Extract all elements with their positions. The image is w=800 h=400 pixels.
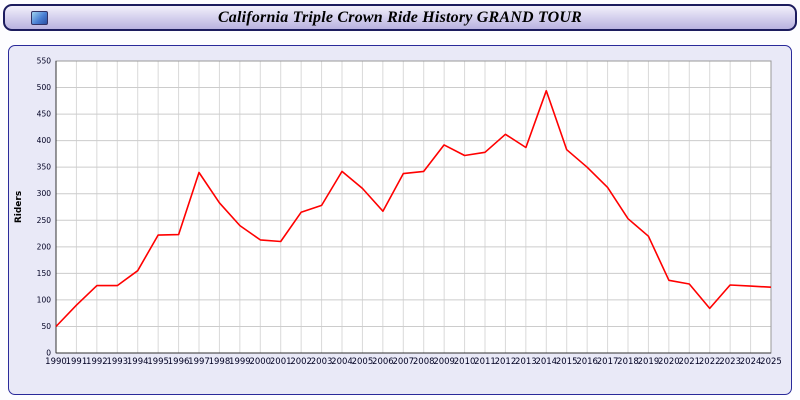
x-tick-label: 2020 [658,357,680,367]
y-tick-label: 0 [46,349,51,358]
y-tick-label: 400 [37,136,52,145]
x-tick-label: 1994 [127,357,149,367]
x-tick-label: 1990 [45,357,67,367]
riders-line-chart: 0501001502002503003504004505005501990199… [14,57,782,368]
y-tick-label: 450 [37,110,52,119]
y-tick-label: 550 [37,57,52,66]
x-tick-label: 1999 [229,357,251,367]
y-tick-label: 500 [37,83,52,92]
x-tick-label: 2007 [392,357,414,367]
x-tick-label: 2010 [454,357,476,367]
x-tick-label: 1996 [168,357,190,367]
x-tick-label: 2022 [699,357,721,367]
x-tick-label: 1992 [86,357,108,367]
page-title: California Triple Crown Ride History GRA… [217,8,583,26]
x-tick-label: 2014 [535,357,557,367]
x-tick-label: 2021 [678,357,700,367]
x-tick-label: 2000 [249,357,271,367]
x-tick-label: 2018 [617,357,639,367]
x-tick-label: 2005 [352,357,374,367]
x-tick-label: 2017 [597,357,619,367]
y-axis-label: Riders [14,191,24,223]
logo-icon [31,11,48,25]
title-bar: California Triple Crown Ride History GRA… [3,4,797,31]
y-tick-label: 300 [37,189,52,198]
y-tick-label: 100 [37,295,52,304]
x-tick-label: 2013 [515,357,537,367]
x-tick-label: 2023 [719,357,741,367]
x-tick-label: 2009 [433,357,455,367]
x-tick-label: 2019 [638,357,660,367]
y-tick-label: 50 [41,322,51,331]
x-tick-label: 2015 [556,357,578,367]
x-tick-label: 1993 [106,357,128,367]
riders-series-line [55,89,772,328]
x-tick-label: 1997 [188,357,210,367]
y-tick-label: 200 [37,242,52,251]
x-tick-label: 2006 [372,357,394,367]
y-tick-label: 350 [37,163,52,172]
x-tick-label: 2008 [413,357,435,367]
x-tick-label: 1998 [209,357,231,367]
x-tick-label: 2016 [576,357,598,367]
x-tick-label: 2003 [311,357,333,367]
x-tick-label: 1995 [147,357,169,367]
x-tick-label: 2024 [740,357,762,367]
x-tick-label: 2002 [290,357,312,367]
x-tick-label: 2011 [474,357,496,367]
chart-card: 0 50 100 150 200 250 300 350 400 450 500 550 1990 199… [8,45,792,395]
y-tick-label: 150 [37,269,52,278]
x-tick-label: 2001 [270,357,292,367]
x-tick-label: 1991 [66,357,88,367]
x-tick-label: 2025 [760,357,782,367]
x-tick-label: 2004 [331,357,353,367]
x-tick-label: 2012 [495,357,517,367]
y-tick-label: 250 [37,216,52,225]
